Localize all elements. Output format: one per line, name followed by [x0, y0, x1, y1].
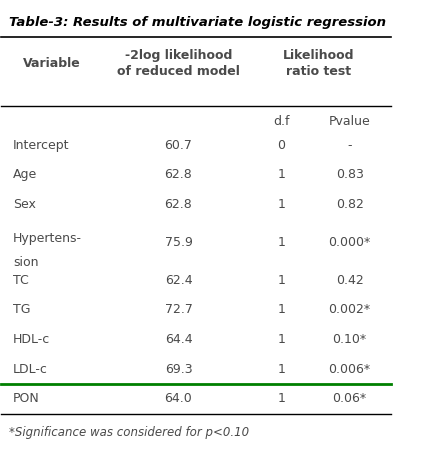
Text: 1: 1 — [277, 168, 285, 181]
Text: Intercept: Intercept — [13, 138, 69, 152]
Text: Hypertens-: Hypertens- — [13, 232, 82, 245]
Text: 1: 1 — [277, 236, 285, 249]
Text: 0.82: 0.82 — [336, 198, 364, 211]
Text: 1: 1 — [277, 363, 285, 376]
Text: 72.7: 72.7 — [164, 303, 192, 316]
Text: Sex: Sex — [13, 198, 36, 211]
Text: TC: TC — [13, 273, 29, 287]
Text: PON: PON — [13, 392, 40, 405]
Text: 1: 1 — [277, 333, 285, 346]
Text: Age: Age — [13, 168, 37, 181]
Text: 62.4: 62.4 — [165, 273, 192, 287]
Text: d.f: d.f — [273, 115, 290, 128]
Text: LDL-c: LDL-c — [13, 363, 48, 376]
Text: 1: 1 — [277, 273, 285, 287]
Text: -2log likelihood
of reduced model: -2log likelihood of reduced model — [117, 49, 240, 78]
Text: 60.7: 60.7 — [164, 138, 192, 152]
Text: 62.8: 62.8 — [165, 168, 192, 181]
Text: 0.006*: 0.006* — [329, 363, 371, 376]
Text: 1: 1 — [277, 392, 285, 405]
Text: Pvalue: Pvalue — [329, 115, 371, 128]
Text: 75.9: 75.9 — [164, 236, 192, 249]
Text: 64.4: 64.4 — [165, 333, 192, 346]
Text: 0.002*: 0.002* — [329, 303, 371, 316]
Text: 1: 1 — [277, 198, 285, 211]
Text: 62.8: 62.8 — [165, 198, 192, 211]
Text: TG: TG — [13, 303, 31, 316]
Text: -: - — [347, 138, 352, 152]
Text: 69.3: 69.3 — [165, 363, 192, 376]
Text: 0.42: 0.42 — [336, 273, 364, 287]
Text: Likelihood
ratio test: Likelihood ratio test — [283, 49, 354, 78]
Text: 0.06*: 0.06* — [333, 392, 367, 405]
Text: Table-3: Results of multivariate logistic regression: Table-3: Results of multivariate logisti… — [9, 17, 386, 29]
Text: 0.10*: 0.10* — [333, 333, 367, 346]
Text: 0.83: 0.83 — [336, 168, 364, 181]
Text: 64.0: 64.0 — [165, 392, 192, 405]
Text: sion: sion — [13, 256, 38, 269]
Text: Variable: Variable — [23, 57, 81, 70]
Text: HDL-c: HDL-c — [13, 333, 50, 346]
Text: *Significance was considered for p<0.10: *Significance was considered for p<0.10 — [9, 426, 249, 439]
Text: 0: 0 — [277, 138, 285, 152]
Text: 1: 1 — [277, 303, 285, 316]
Text: 0.000*: 0.000* — [329, 236, 371, 249]
